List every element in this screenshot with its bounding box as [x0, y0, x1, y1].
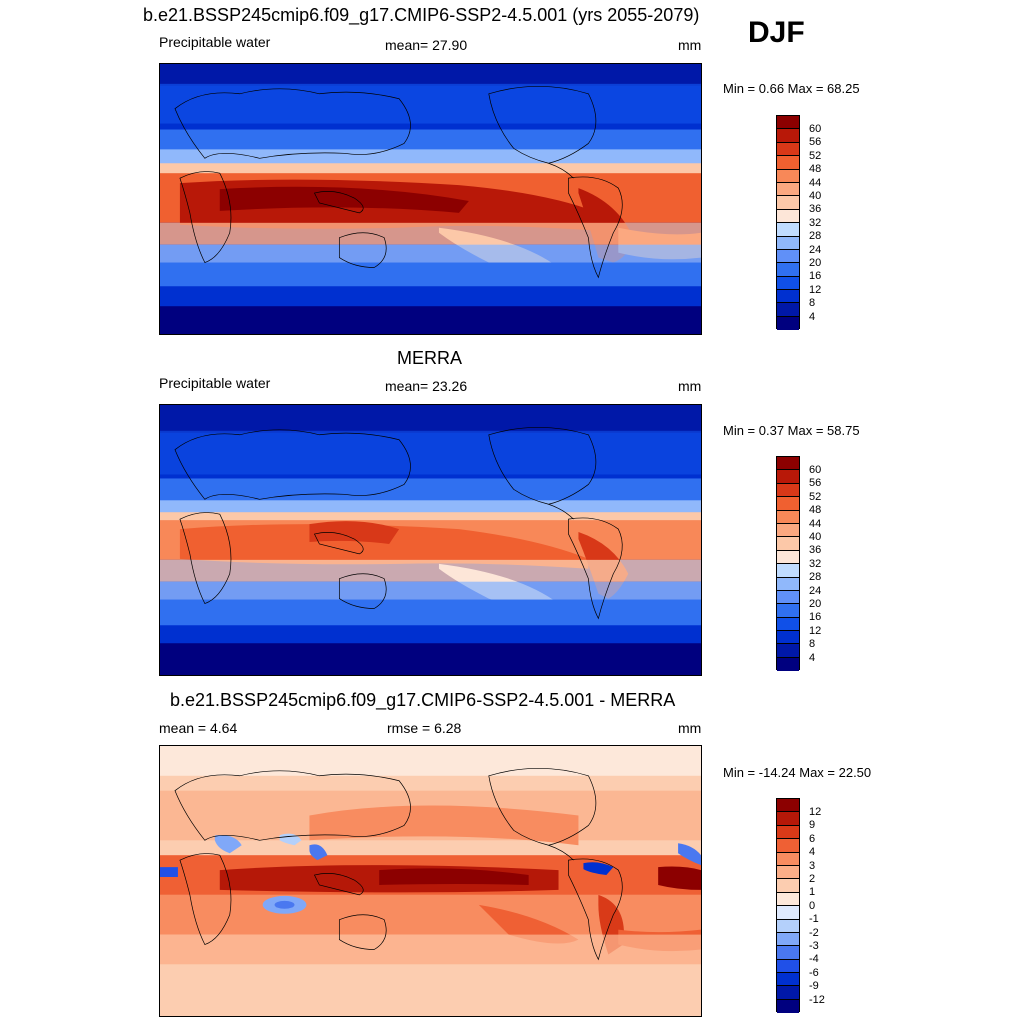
colorbar-tick: -3: [809, 940, 819, 952]
panel1-units-label: mm: [678, 37, 702, 53]
panel3-colorbar: [776, 798, 800, 1014]
panel1-minmax: Min = 0.66 Max = 68.25: [723, 81, 860, 96]
colorbar-tick: 4: [809, 310, 816, 323]
colorbar-tick: -6: [809, 966, 819, 979]
colorbar-tick: 32: [809, 557, 822, 570]
colorbar-tick: 60: [809, 123, 822, 135]
panel1-colorbar: [776, 115, 800, 331]
panel2-mean-label: mean= 23.26: [385, 378, 468, 394]
colorbar-tick: 4: [809, 846, 816, 859]
colorbar-tick: 24: [809, 243, 822, 256]
panel1-mean-label: mean= 27.90: [385, 37, 468, 53]
colorbar-tick: 28: [809, 230, 822, 243]
colorbar-tick: 2: [809, 873, 816, 885]
panel2-title: MERRA: [397, 348, 463, 368]
panel2-minmax: Min = 0.37 Max = 58.75: [723, 423, 860, 438]
colorbar-tick: 20: [809, 257, 822, 269]
colorbar-tick: 40: [809, 531, 822, 543]
panel3-minmax: Min = -14.24 Max = 22.50: [723, 765, 872, 780]
colorbar-tick: 40: [809, 190, 822, 202]
colorbar-tick: 0: [809, 899, 816, 912]
colorbar-tick: 9: [809, 819, 816, 832]
colorbar-tick: 6: [809, 832, 816, 845]
season-label: DJF: [748, 16, 805, 49]
colorbar-tick: 36: [809, 544, 822, 557]
panel1-variable-label: Precipitable water: [159, 34, 271, 50]
panel3-rmse-label: rmse = 6.28: [387, 720, 462, 736]
panel1-map: [159, 63, 702, 335]
colorbar-tick: 48: [809, 504, 822, 517]
colorbar-tick: 56: [809, 136, 822, 149]
colorbar-tick: 24: [809, 584, 822, 597]
colorbar-tick: 44: [809, 176, 822, 189]
colorbar-tick: 1: [809, 886, 816, 899]
colorbar-tick: 20: [809, 598, 822, 610]
colorbar-tick: 3: [809, 859, 816, 872]
panel2-colorbar: [776, 456, 800, 672]
colorbar-tick: 12: [809, 283, 822, 296]
colorbar-tick: 16: [809, 611, 822, 624]
colorbar-tick: 16: [809, 270, 822, 283]
colorbar-tick: 56: [809, 477, 822, 490]
panel2-variable-label: Precipitable water: [159, 375, 271, 391]
colorbar-tick: 8: [809, 297, 816, 310]
colorbar-tick: 28: [809, 571, 822, 584]
colorbar-tick: -2: [809, 926, 819, 939]
colorbar-tick: 52: [809, 490, 822, 503]
colorbar-tick: 12: [809, 806, 822, 818]
colorbar-tick: 44: [809, 517, 822, 530]
colorbar-tick: 60: [809, 464, 822, 476]
colorbar-tick: -4: [809, 953, 819, 966]
panel3-mean-label: mean = 4.64: [159, 720, 238, 736]
colorbar-tick: 4: [809, 651, 816, 664]
colorbar-tick: 36: [809, 203, 822, 216]
colorbar-tick: 52: [809, 149, 822, 162]
panel1-title: b.e21.BSSP245cmip6.f09_g17.CMIP6-SSP2-4.…: [143, 5, 700, 25]
colorbar-tick: 12: [809, 624, 822, 637]
panel2-units-label: mm: [678, 378, 702, 394]
panel3-units-label: mm: [678, 720, 702, 736]
colorbar-tick: 32: [809, 216, 822, 229]
panel3-title: b.e21.BSSP245cmip6.f09_g17.CMIP6-SSP2-4.…: [170, 690, 676, 710]
colorbar-tick: 48: [809, 163, 822, 176]
colorbar-tick: -12: [809, 993, 825, 1006]
colorbar-tick: 8: [809, 638, 816, 651]
colorbar-tick: -9: [809, 980, 819, 993]
colorbar-tick: -1: [809, 913, 819, 926]
panel3-map: [159, 745, 702, 1017]
panel2-map: [159, 404, 702, 676]
